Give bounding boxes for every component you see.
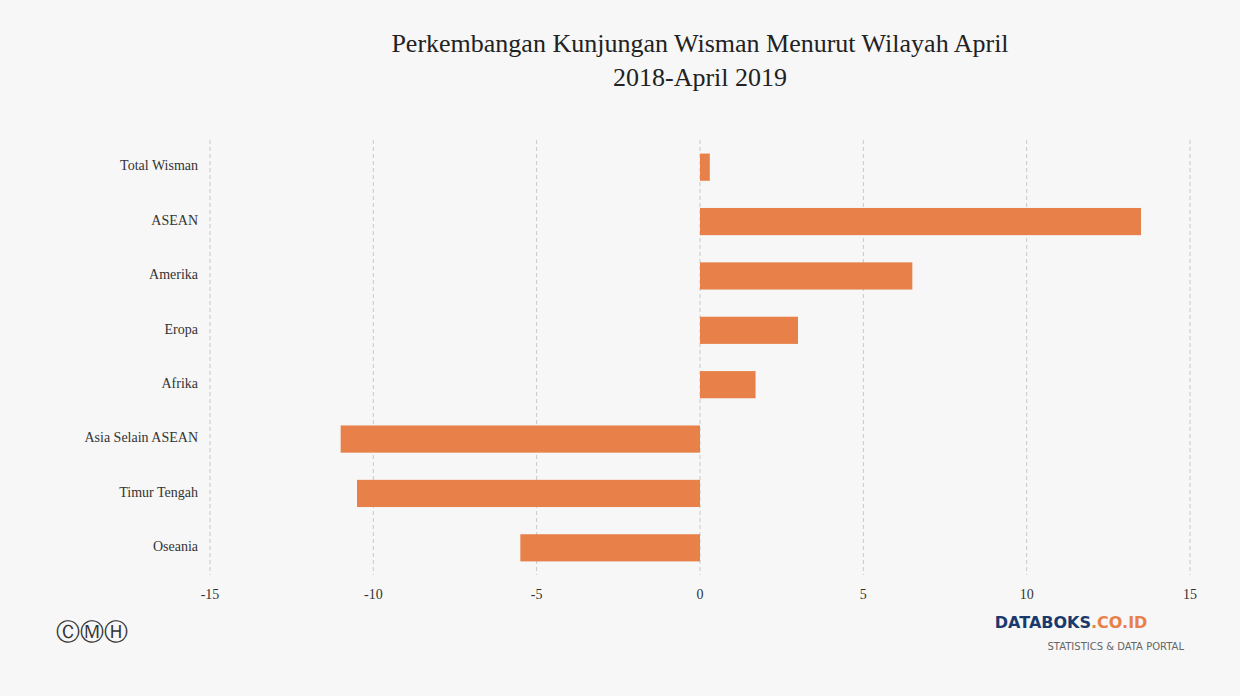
category-label: Amerika [149,267,199,282]
grid-line [863,140,864,575]
x-tick-label: -10 [364,587,383,602]
grid-line [1190,140,1191,575]
title: Perkembangan Kunjungan Wisman Menurut Wi… [391,29,1008,92]
watermark: DATABOKS [995,613,1091,632]
bar [357,480,700,507]
x-tick-label: -15 [201,587,220,602]
bar [700,317,798,344]
category-label: Afrika [161,376,198,391]
bar [700,262,912,289]
category-label: Asia Selain ASEAN [84,430,198,445]
category-label: Total Wisman [120,158,198,173]
category-label: Oseania [153,539,199,554]
category-label: Timur Tengah [119,485,198,500]
x-tick-label: 15 [1183,587,1197,602]
grid-line [700,140,701,575]
bar [700,208,1141,235]
bar [700,371,756,398]
category-label: ASEAN [151,213,198,228]
bar [700,154,710,181]
grid [210,140,1190,575]
license-icons: ⒸⓂⒽ [56,618,128,646]
grid-line [210,140,211,575]
x-tick-label: 0 [697,587,704,602]
title-line: 2018-April 2019 [613,63,787,92]
chart: Perkembangan Kunjungan Wisman Menurut Wi… [0,0,1240,696]
x-tick-label: 5 [860,587,867,602]
bars [341,154,1141,562]
watermark-sub: STATISTICS & DATA PORTAL [1048,641,1185,652]
grid-line [536,140,537,575]
x-tick-label: 10 [1020,587,1034,602]
watermark: .CO.ID [1091,613,1147,632]
bar [341,425,700,452]
background [0,0,1240,696]
title-line: Perkembangan Kunjungan Wisman Menurut Wi… [391,29,1008,58]
grid-line [373,140,374,575]
bar [520,534,700,561]
category-label: Eropa [165,322,199,337]
grid-line [1026,140,1027,575]
x-tick-label: -5 [531,587,543,602]
